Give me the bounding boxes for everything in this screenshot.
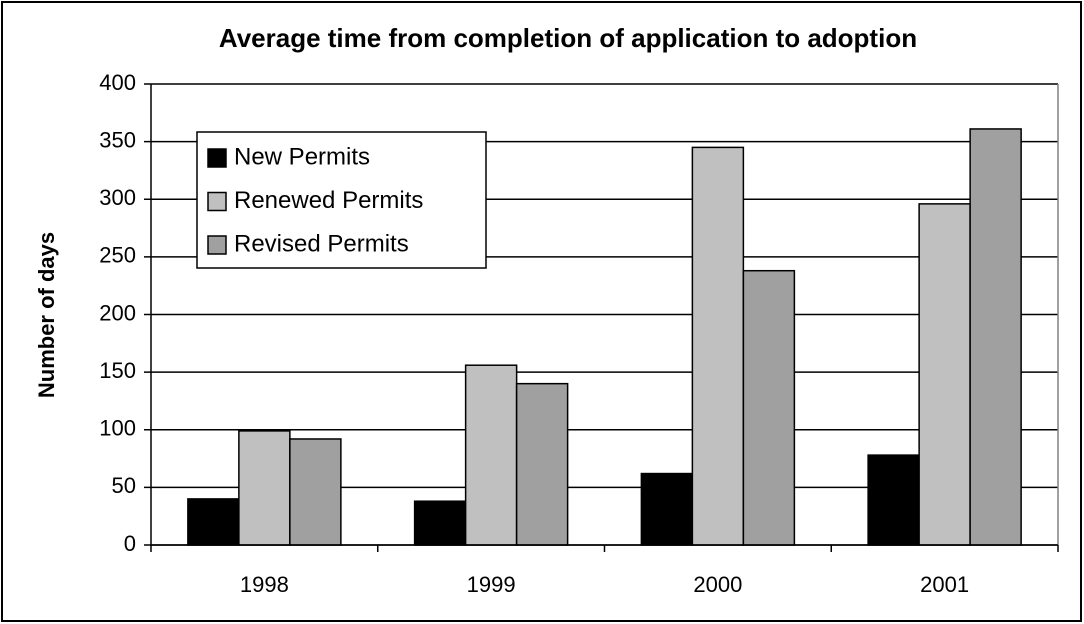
bar — [640, 472, 694, 546]
x-tick-label: 1999 — [467, 572, 516, 597]
bar — [742, 269, 796, 546]
y-tick-label: 0 — [124, 531, 136, 556]
legend-swatch — [207, 148, 227, 168]
bar — [515, 382, 569, 546]
y-axis-label: Number of days — [34, 232, 59, 398]
y-tick-label: 200 — [99, 300, 136, 325]
legend-label: Revised Permits — [234, 230, 409, 257]
bar — [464, 364, 518, 546]
legend-label: Renewed Permits — [234, 187, 423, 214]
bar — [289, 438, 342, 546]
y-tick-label: 250 — [99, 243, 136, 268]
x-tick-label: 2000 — [693, 572, 742, 597]
x-tick-label: 1998 — [240, 572, 289, 597]
bar — [867, 454, 920, 546]
legend-box — [196, 131, 487, 269]
y-tick-label: 400 — [99, 70, 136, 95]
y-tick-label: 100 — [99, 416, 136, 441]
bar — [413, 500, 467, 546]
y-tick-label: 50 — [112, 473, 136, 498]
chart-title: Average time from completion of applicat… — [219, 23, 917, 53]
y-tick-label: 350 — [99, 127, 136, 152]
x-tick-label: 2001 — [920, 572, 969, 597]
legend-swatch — [207, 235, 227, 255]
bar — [969, 128, 1022, 546]
legend-swatch — [207, 191, 227, 212]
legend-label: New Permits — [234, 143, 370, 170]
bar — [918, 203, 971, 546]
bar — [691, 146, 745, 546]
bar — [187, 498, 240, 546]
bar — [238, 430, 291, 546]
y-tick-label: 300 — [99, 185, 136, 210]
y-tick-label: 150 — [99, 358, 136, 383]
